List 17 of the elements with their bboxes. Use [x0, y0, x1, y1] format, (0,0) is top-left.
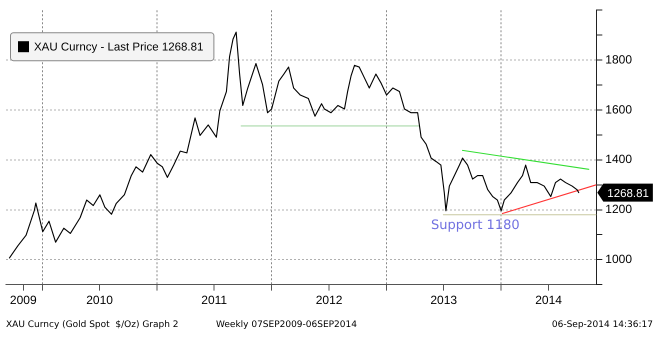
text: XAU Curncy (Gold Spot $/Oz) Graph 2 — [6, 320, 179, 330]
text: 1268.81 — [607, 188, 649, 200]
y-tick-label: 1600 — [605, 102, 632, 116]
annotation: Support 1180 — [431, 218, 520, 233]
x-tick-label: 2010 — [86, 293, 114, 308]
y-tick-label: 1800 — [605, 52, 632, 66]
x-tick-label: 2013 — [430, 293, 458, 308]
y-tick-label: 1200 — [605, 202, 632, 216]
text: 06-Sep-2014 14:36:17 — [552, 320, 653, 330]
x-tick-label: 2009 — [10, 293, 37, 308]
legend-label: XAU Curncy - Last Price 1268.81 — [34, 41, 204, 54]
text: Weekly 07SEP2009-06SEP2014 — [216, 320, 358, 330]
x-tick-label: 2011 — [201, 293, 228, 308]
x-tick-label: 2012 — [316, 293, 343, 308]
y-tick-label: 1400 — [605, 152, 632, 166]
y-tick-label: 1000 — [605, 252, 632, 266]
x-tick-label: 2014 — [535, 293, 562, 308]
